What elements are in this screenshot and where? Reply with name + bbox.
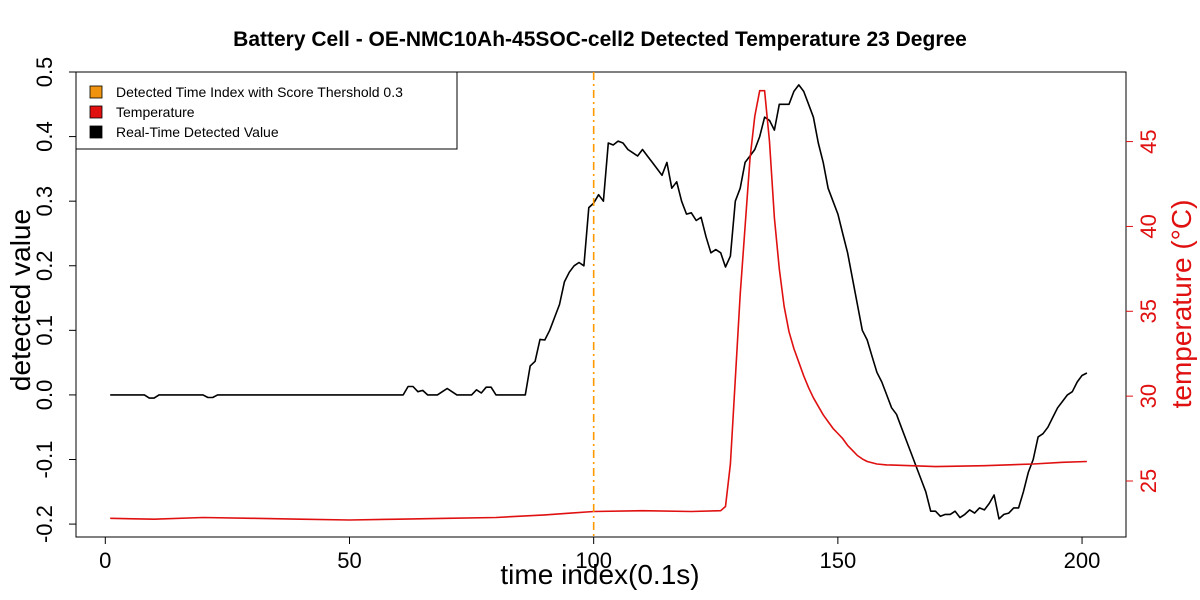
axes: 0 50 100 150 200 -0.2 -0.1 0.0 0.1 0.2 0.3 0.4 0.5 25… (32, 57, 1161, 573)
y-tick-label: 0.3 (32, 186, 57, 217)
y-tick-label: -0.1 (32, 441, 57, 479)
y-tick-label: 0.2 (32, 250, 57, 281)
plot-frame (75, 71, 1127, 538)
y-tick-label: 0.5 (32, 57, 57, 88)
x-tick-label: 100 (575, 548, 612, 573)
series-line-temperature (110, 89, 1087, 521)
legend: Detected Time Index with Score Thershold… (75, 71, 458, 150)
chart-title: Battery Cell - OE-NMC10Ah-45SOC-cell2 De… (233, 28, 967, 51)
x-tick-label: 150 (820, 548, 857, 573)
y-axis-label: detected value (5, 209, 36, 391)
x-axis-label: time index(0.1s) (500, 559, 699, 590)
x-tick-label: 0 (99, 548, 111, 573)
legend-box (75, 71, 458, 150)
y2-tick-label: 25 (1136, 469, 1161, 493)
legend-swatch (89, 85, 103, 99)
legend-label: Detected Time Index with Score Thershold… (116, 84, 403, 100)
legend-label: Real-Time Detected Value (116, 124, 279, 140)
y-tick-label: -0.2 (32, 505, 57, 543)
y2-tick-label: 35 (1136, 299, 1161, 323)
series-layer (110, 72, 1088, 537)
y-tick-label: 0.1 (32, 315, 57, 346)
x-tick-label: 200 (1064, 548, 1101, 573)
y2-axis-label: temperature (°C) (1166, 200, 1197, 409)
y-tick-label: 0.4 (32, 121, 57, 152)
y2-tick-label: 40 (1136, 214, 1161, 238)
y-tick-label: 0.0 (32, 380, 57, 411)
legend-swatch (89, 105, 103, 119)
series-line-detected-value (110, 84, 1088, 520)
x-tick-label: 50 (337, 548, 361, 573)
y2-tick-label: 45 (1136, 129, 1161, 153)
legend-swatch (89, 125, 103, 139)
legend-label: Temperature (116, 104, 195, 120)
y2-tick-label: 30 (1136, 384, 1161, 408)
